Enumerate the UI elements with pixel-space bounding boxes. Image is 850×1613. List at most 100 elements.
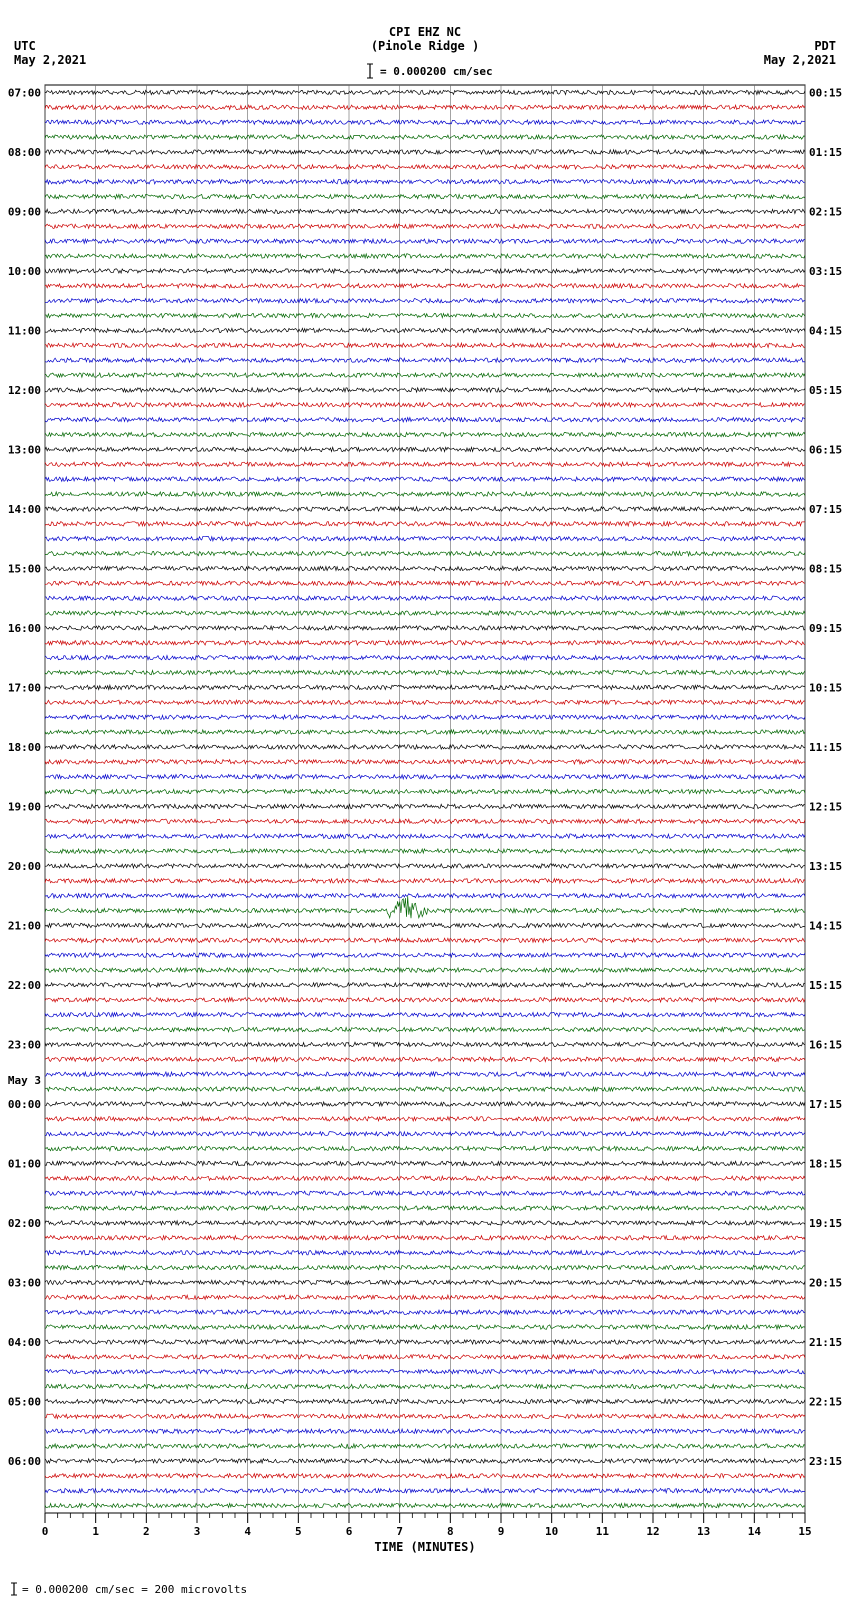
station-id: CPI EHZ NC	[389, 25, 461, 39]
utc-time-label: 12:00	[8, 384, 41, 397]
seismic-trace	[45, 1310, 805, 1314]
utc-time-label: 18:00	[8, 741, 41, 754]
seismic-trace	[45, 804, 805, 808]
pdt-time-label: 12:15	[809, 800, 842, 813]
seismic-trace	[45, 1444, 805, 1448]
seismic-trace	[45, 656, 805, 660]
seismic-trace	[45, 1132, 805, 1136]
utc-time-label: 10:00	[8, 265, 41, 278]
seismogram-container: CPI EHZ NC(Pinole Ridge ) UTCMay 2,2021 PD…	[0, 0, 850, 1613]
seismic-trace	[45, 105, 805, 109]
x-tick-label: 1	[92, 1525, 99, 1538]
seismic-trace	[45, 418, 805, 422]
seismic-trace	[45, 1459, 805, 1463]
seismic-trace	[45, 194, 805, 198]
seismic-trace	[45, 447, 805, 451]
seismic-trace	[45, 849, 805, 853]
utc-time-label: 09:00	[8, 205, 41, 218]
seismic-trace	[45, 1206, 805, 1210]
seismic-trace	[45, 388, 805, 392]
seismic-trace	[45, 1429, 805, 1433]
pdt-time-label: 04:15	[809, 324, 842, 337]
utc-time-label: May 3	[8, 1074, 41, 1087]
left-date: May 2,2021	[14, 53, 86, 67]
seismic-trace	[45, 284, 805, 288]
pdt-time-label: 01:15	[809, 146, 842, 159]
x-tick-label: 9	[498, 1525, 505, 1538]
seismic-trace	[45, 1072, 805, 1076]
seismic-trace	[45, 1340, 805, 1344]
pdt-time-label: 19:15	[809, 1217, 842, 1230]
seismic-trace	[45, 968, 805, 972]
seismic-trace	[45, 165, 805, 169]
seismic-trace	[45, 1414, 805, 1418]
pdt-time-label: 23:15	[809, 1455, 842, 1468]
x-tick-label: 10	[545, 1525, 558, 1538]
utc-time-label: 22:00	[8, 979, 41, 992]
seismic-trace	[45, 239, 805, 243]
seismic-trace	[45, 700, 805, 704]
seismic-trace	[45, 745, 805, 749]
right-tz: PDT	[814, 39, 836, 53]
seismic-trace	[45, 1191, 805, 1195]
seismic-trace	[45, 1027, 805, 1031]
pdt-time-label: 05:15	[809, 384, 842, 397]
seismic-trace	[45, 343, 805, 347]
utc-time-label: 16:00	[8, 622, 41, 635]
seismic-trace	[45, 1325, 805, 1329]
pdt-time-label: 09:15	[809, 622, 842, 635]
utc-time-label: 19:00	[8, 800, 41, 813]
seismic-trace	[45, 1146, 805, 1150]
utc-time-label: 07:00	[8, 86, 41, 99]
pdt-time-label: 02:15	[809, 205, 842, 218]
x-tick-label: 7	[396, 1525, 403, 1538]
seismic-trace	[45, 209, 805, 213]
seismic-trace	[45, 566, 805, 570]
seismic-trace	[45, 819, 805, 823]
x-tick-label: 0	[42, 1525, 49, 1538]
utc-time-label: 13:00	[8, 443, 41, 456]
pdt-time-label: 15:15	[809, 979, 842, 992]
x-axis-label: TIME (MINUTES)	[374, 1540, 475, 1554]
pdt-time-label: 10:15	[809, 681, 842, 694]
pdt-time-label: 22:15	[809, 1395, 842, 1408]
seismic-trace	[45, 1384, 805, 1388]
seismic-trace	[45, 730, 805, 734]
station-name: (Pinole Ridge )	[371, 39, 479, 53]
x-tick-label: 4	[244, 1525, 251, 1538]
left-tz: UTC	[14, 39, 36, 53]
seismic-trace	[45, 1102, 805, 1106]
x-tick-label: 3	[194, 1525, 201, 1538]
utc-time-label: 02:00	[8, 1217, 41, 1230]
seismic-trace	[45, 135, 805, 139]
seismic-trace	[45, 328, 805, 332]
seismic-trace	[45, 1013, 805, 1017]
seismic-trace	[45, 611, 805, 615]
pdt-time-label: 16:15	[809, 1038, 842, 1051]
scale-text: = 0.000200 cm/sec	[380, 65, 493, 78]
seismic-trace	[45, 551, 805, 555]
utc-time-label: 05:00	[8, 1395, 41, 1408]
x-tick-label: 5	[295, 1525, 302, 1538]
seismic-trace	[45, 1236, 805, 1240]
utc-time-label: 08:00	[8, 146, 41, 159]
x-tick-label: 12	[646, 1525, 659, 1538]
pdt-time-label: 17:15	[809, 1098, 842, 1111]
seismic-trace	[45, 1161, 805, 1165]
pdt-time-label: 21:15	[809, 1336, 842, 1349]
pdt-time-label: 18:15	[809, 1157, 842, 1170]
seismic-trace	[45, 90, 805, 94]
seismic-trace	[45, 224, 805, 228]
seismic-trace	[45, 1489, 805, 1493]
pdt-time-label: 03:15	[809, 265, 842, 278]
seismic-trace	[45, 896, 805, 918]
x-tick-label: 14	[748, 1525, 762, 1538]
seismic-trace	[45, 953, 805, 957]
seismic-trace	[45, 180, 805, 184]
seismic-trace	[45, 1265, 805, 1269]
seismic-trace	[45, 626, 805, 630]
seismic-trace	[45, 894, 805, 898]
seismic-trace	[45, 507, 805, 511]
seismic-trace	[45, 938, 805, 942]
seismic-trace	[45, 1474, 805, 1478]
